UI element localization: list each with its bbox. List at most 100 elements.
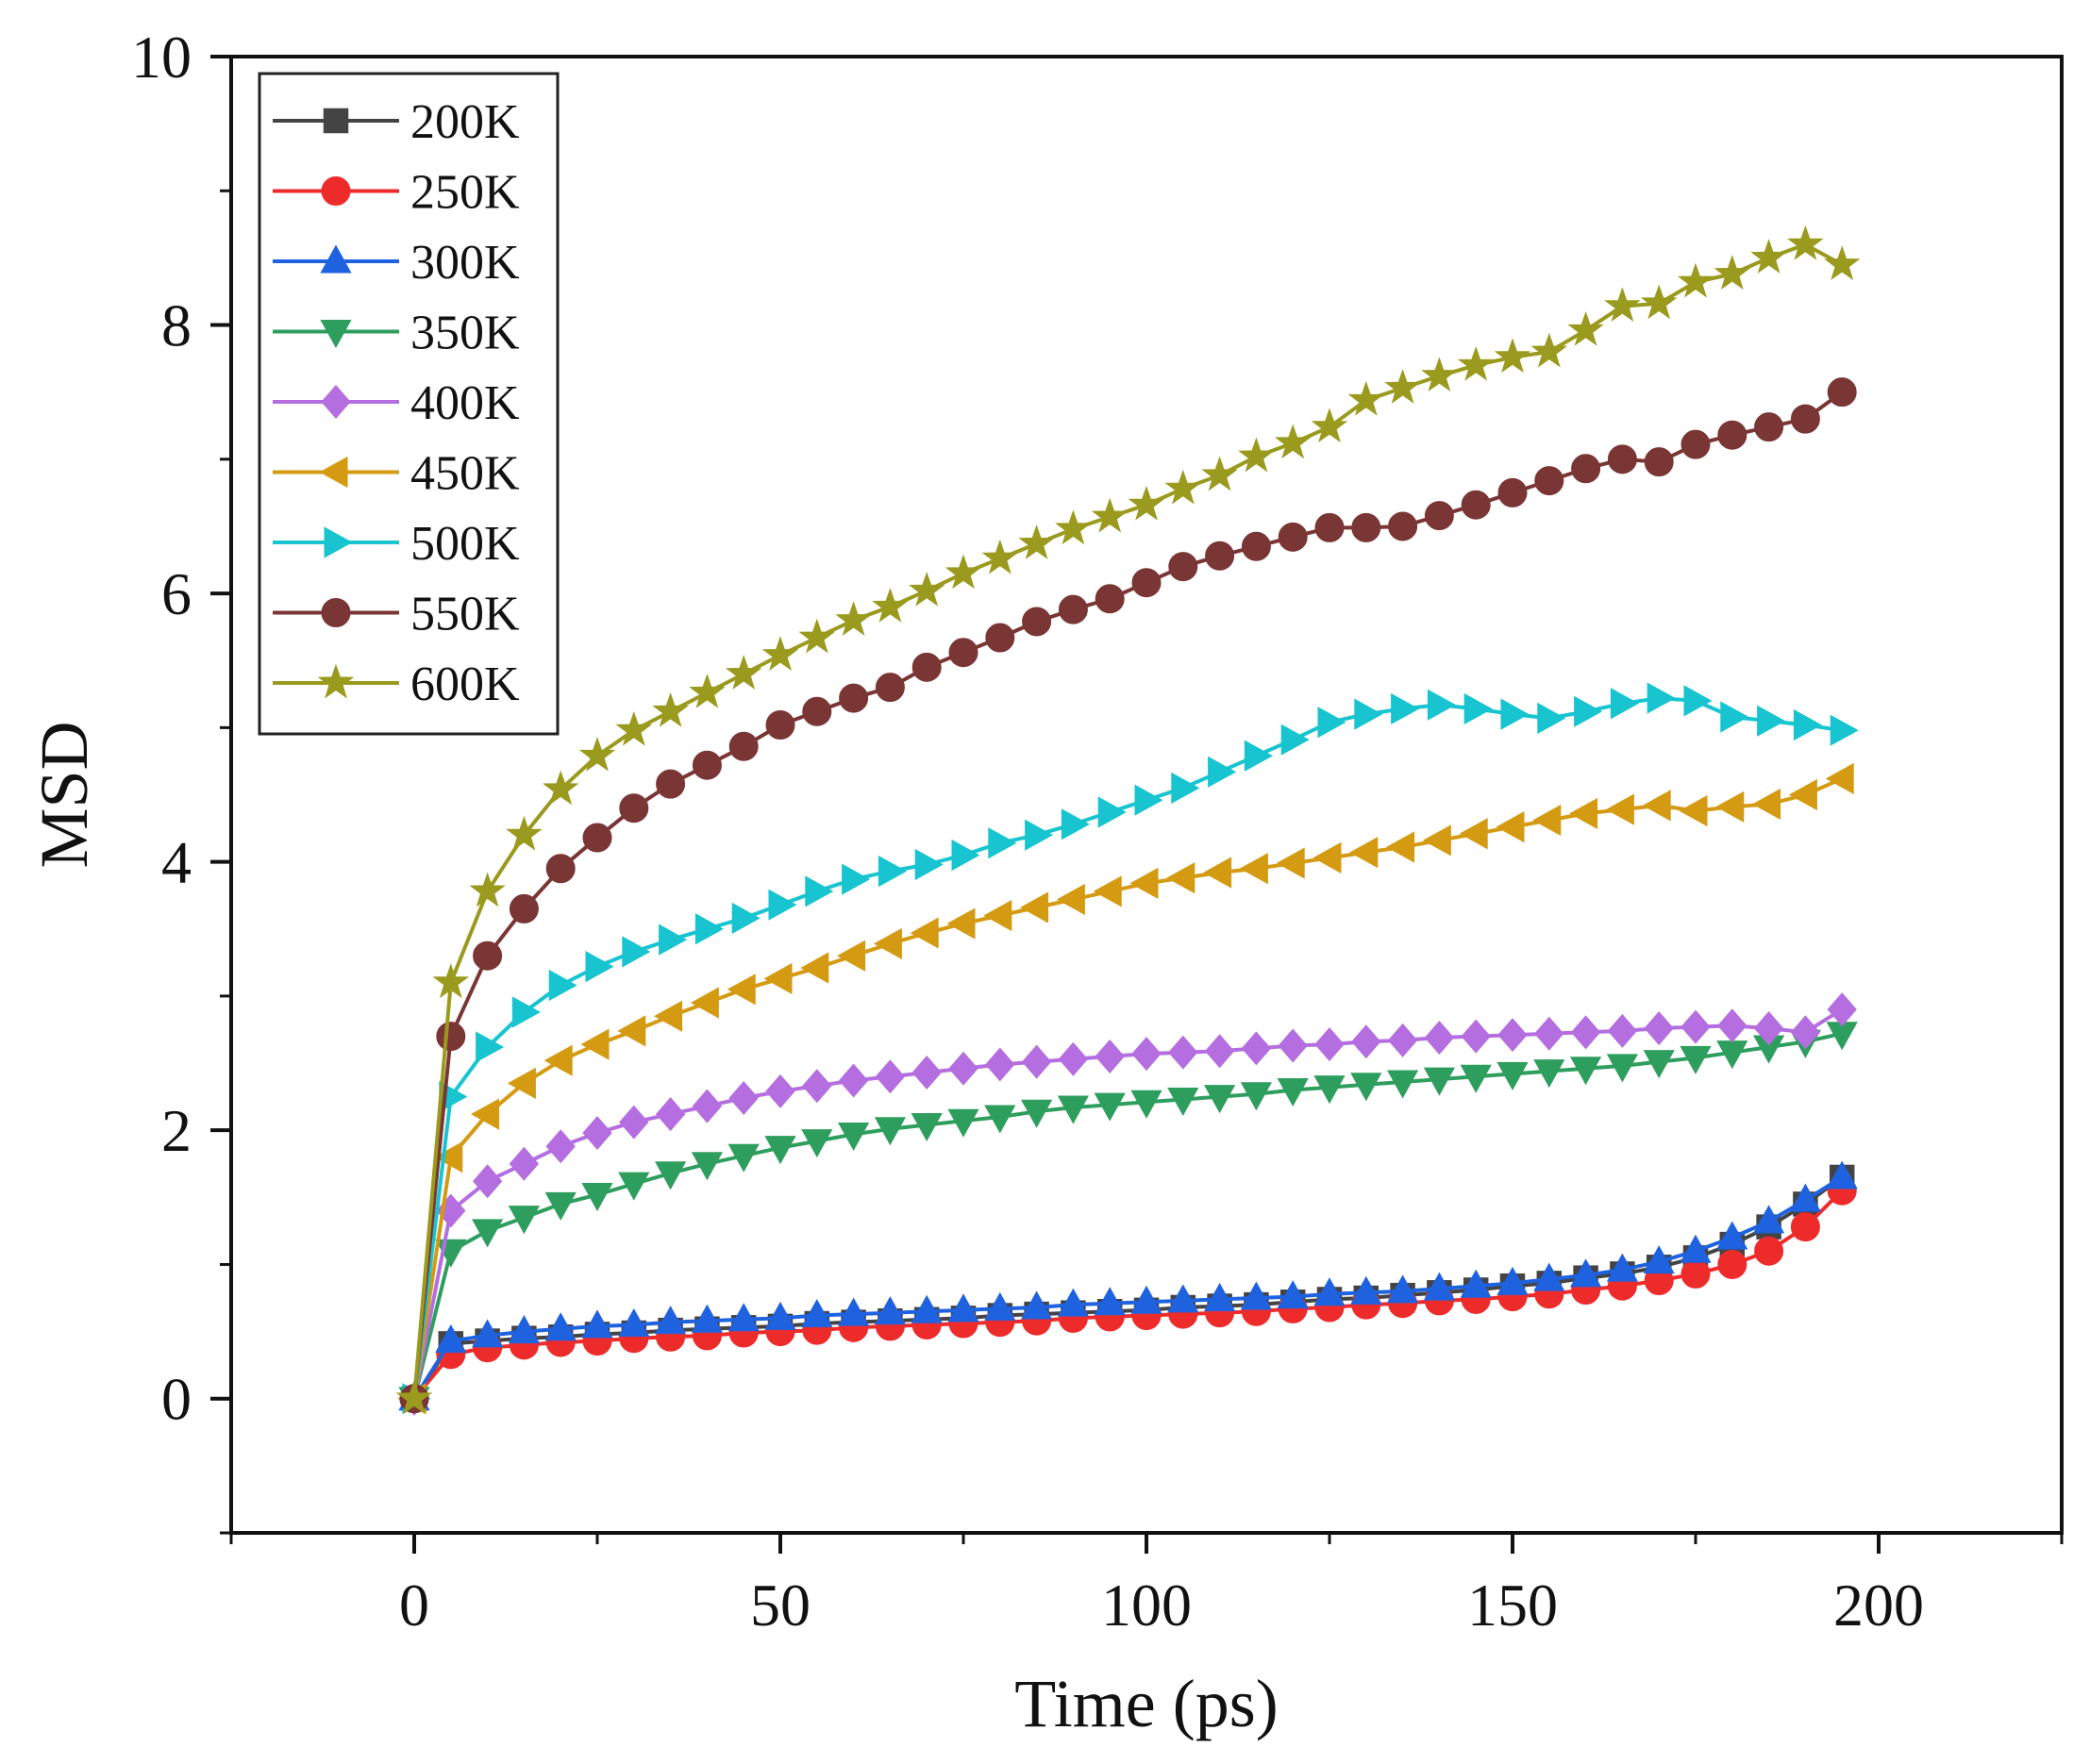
data-point xyxy=(727,974,756,1006)
data-point xyxy=(1497,477,1528,508)
data-point xyxy=(1020,891,1049,924)
data-point xyxy=(1717,1249,1747,1279)
series-500K xyxy=(402,682,1859,1415)
data-point xyxy=(1790,1015,1821,1050)
series-line xyxy=(412,696,1843,1399)
data-point xyxy=(544,1312,577,1341)
data-point xyxy=(1720,701,1749,733)
data-point xyxy=(1717,420,1747,450)
data-point xyxy=(1241,531,1271,561)
data-point xyxy=(654,1000,683,1032)
data-point xyxy=(692,1089,723,1123)
x-axis-title: Time (ps) xyxy=(1014,1666,1278,1741)
data-point xyxy=(1131,1037,1162,1072)
legend-marker xyxy=(320,244,352,274)
x-tick-label: 150 xyxy=(1467,1572,1558,1639)
data-point xyxy=(580,1028,610,1060)
data-point xyxy=(1496,1266,1529,1295)
data-point xyxy=(691,1304,723,1333)
data-point xyxy=(1823,245,1861,280)
data-point xyxy=(1604,287,1641,323)
data-point xyxy=(1532,804,1562,837)
data-point xyxy=(874,1117,906,1146)
data-point xyxy=(1057,1288,1089,1317)
data-point xyxy=(1280,724,1310,756)
data-point xyxy=(472,1219,504,1248)
data-point xyxy=(1386,831,1415,863)
data-point xyxy=(1423,1272,1455,1301)
data-point xyxy=(842,863,871,895)
legend-marker xyxy=(323,108,349,134)
data-point xyxy=(617,1015,646,1047)
data-point xyxy=(1056,883,1085,916)
data-point xyxy=(659,924,688,956)
y-tick-label: 6 xyxy=(161,560,192,627)
data-point xyxy=(476,1031,505,1063)
data-point xyxy=(1239,853,1268,885)
data-point xyxy=(1095,584,1125,614)
legend-item-400K: 400K xyxy=(273,376,520,430)
data-point xyxy=(1567,310,1604,346)
data-point xyxy=(1647,682,1676,714)
data-point xyxy=(1025,819,1054,851)
data-point xyxy=(878,855,907,888)
data-point xyxy=(911,1294,943,1323)
y-tick-label: 4 xyxy=(161,829,192,896)
legend-label: 600K xyxy=(410,657,520,711)
data-point xyxy=(1058,594,1088,624)
x-tick-label: 200 xyxy=(1833,1572,1924,1639)
data-point xyxy=(1167,1284,1199,1313)
data-point xyxy=(434,1141,463,1173)
data-point xyxy=(1094,1287,1126,1316)
data-point xyxy=(873,927,902,960)
data-point xyxy=(728,731,759,761)
data-point xyxy=(764,1136,796,1165)
series-600K xyxy=(395,225,1861,1415)
legend-item-500K: 500K xyxy=(273,517,520,571)
data-point xyxy=(838,1297,870,1326)
data-point xyxy=(436,1022,466,1052)
data-point xyxy=(1680,1258,1711,1289)
data-point xyxy=(582,1116,612,1151)
legend-marker xyxy=(317,663,355,699)
data-point xyxy=(689,674,726,708)
data-point xyxy=(545,854,576,884)
data-point xyxy=(1826,1160,1858,1190)
data-point xyxy=(1350,1275,1382,1305)
data-point xyxy=(910,917,939,949)
data-point xyxy=(1753,1011,1784,1046)
data-point xyxy=(1204,1034,1235,1069)
data-point xyxy=(946,907,976,940)
data-point xyxy=(765,1073,795,1108)
data-point xyxy=(543,1044,573,1076)
series-line xyxy=(412,776,1844,1399)
data-point xyxy=(1021,1099,1053,1128)
data-point xyxy=(656,769,686,799)
data-point xyxy=(875,673,905,703)
data-point xyxy=(1022,607,1052,637)
data-point xyxy=(1644,1011,1674,1046)
data-point xyxy=(731,902,761,934)
data-point xyxy=(1131,568,1162,598)
data-point xyxy=(471,1098,500,1130)
data-point xyxy=(839,683,869,713)
data-point xyxy=(1825,762,1854,795)
data-point xyxy=(581,1182,613,1212)
data-point xyxy=(1461,1019,1491,1054)
data-point xyxy=(725,655,762,690)
data-point xyxy=(1351,1024,1381,1059)
data-point xyxy=(1643,1245,1675,1274)
data-point xyxy=(1018,524,1055,559)
data-point xyxy=(948,638,978,668)
data-point xyxy=(545,1129,576,1164)
data-point xyxy=(1238,437,1275,473)
data-point xyxy=(1530,332,1568,368)
data-point xyxy=(1347,380,1385,416)
series-350K xyxy=(398,1022,1858,1416)
y-tick-label: 8 xyxy=(161,292,192,359)
data-point xyxy=(1757,705,1786,737)
data-point xyxy=(1427,689,1456,721)
data-point xyxy=(1423,1067,1455,1096)
data-point xyxy=(1240,1082,1272,1111)
data-point xyxy=(655,1161,687,1190)
